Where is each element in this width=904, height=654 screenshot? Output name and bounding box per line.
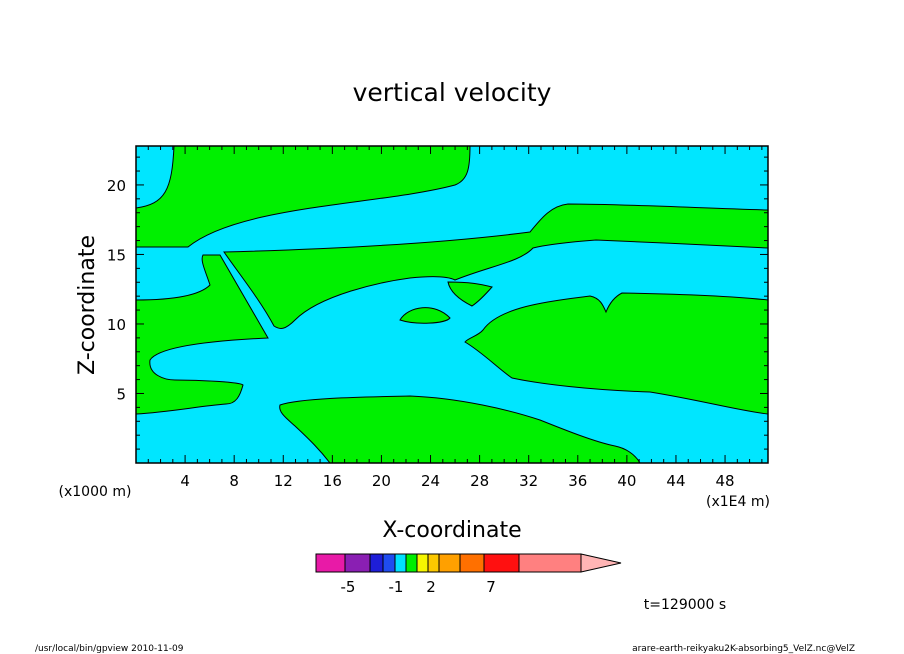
positive-region [136,254,269,415]
positive-region [464,292,768,415]
colorbar-swatch [344,553,371,573]
plot-frame [135,145,769,464]
colorbar-swatches [315,553,622,573]
chart-title: vertical velocity [353,78,552,107]
colorbar-swatch [416,553,429,573]
y-axis-tick-labels: 5 10 15 20 [107,177,126,404]
colorbar-swatch [518,553,582,573]
colorbar-swatch [405,553,418,573]
x-tick-label: 24 [421,472,440,490]
y-tick-label: 20 [107,177,126,195]
colorbar: -5 -1 2 7 [315,553,622,596]
colorbar-tick-label: 7 [486,578,496,596]
x-axis-ticks [147,146,763,463]
x-tick-label: 20 [372,472,391,490]
colorbar-swatch [315,553,346,573]
x-tick-label: 28 [470,472,489,490]
positive-velocity-regions [136,146,768,463]
colorbar-swatch [394,553,407,573]
y-tick-label: 10 [107,316,126,334]
footer-left-text: /usr/local/bin/gpview 2010-11-09 [35,644,184,654]
y-tick-label: 15 [107,246,126,264]
y-tick-label: 5 [116,385,126,403]
colorbar-swatch [369,553,384,573]
colorbar-swatch [459,553,485,573]
x-tick-label: 48 [716,472,735,490]
x-axis-tick-labels: 4 8 12 16 20 24 28 32 36 40 44 48 [180,472,734,490]
y-axis-label: Z-coordinate [75,235,100,375]
time-label: t=129000 s [644,597,726,613]
colorbar-swatch [438,553,461,573]
x-tick-label: 4 [180,472,190,490]
positive-region [223,203,768,329]
x-tick-label: 36 [568,472,587,490]
x-tick-label: 44 [666,472,685,490]
colorbar-tick-label: -5 [341,578,356,596]
x-tick-label: 40 [617,472,636,490]
colorbar-tick-label: 2 [426,578,436,596]
plot-area [135,145,769,464]
footer-right-text: arare-earth-reikyaku2K-absorbing5_VelZ.n… [632,644,855,654]
colorbar-swatch [382,553,396,573]
y-axis-ticks [136,156,768,450]
colorbar-swatch [427,553,440,573]
colorbar-tick-label: -1 [389,578,404,596]
colorbar-swatch [483,553,520,573]
x-tick-label: 8 [229,472,239,490]
positive-region [136,146,471,248]
x-axis-label: X-coordinate [382,518,521,543]
y-unit-label: (x1000 m) [59,484,132,500]
x-tick-label: 12 [274,472,293,490]
positive-region [447,281,493,307]
positive-region [279,395,641,463]
x-unit-label: (x1E4 m) [706,494,770,510]
x-tick-label: 16 [323,472,342,490]
x-tick-label: 32 [519,472,538,490]
positive-region [399,307,451,324]
colorbar-arrow [580,553,622,573]
colorbar-tick-labels: -5 -1 2 7 [341,578,496,596]
